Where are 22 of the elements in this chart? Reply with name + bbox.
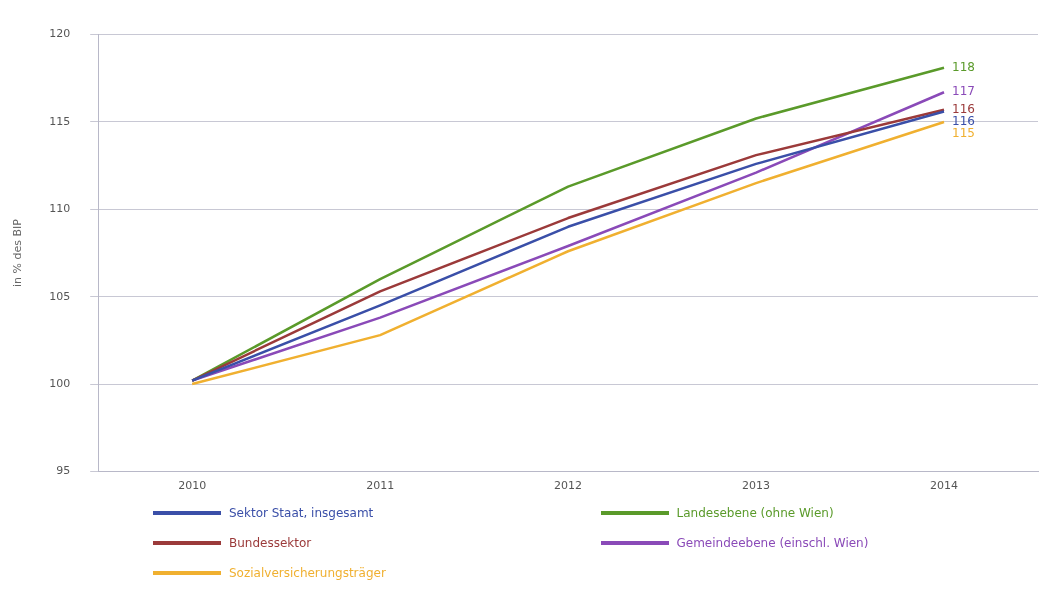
data-label: 116	[952, 101, 975, 116]
x-tick-label: 2010	[178, 478, 207, 492]
text: Landesebene (ohne Wien)	[676, 506, 834, 520]
text: Bundessektor	[229, 536, 312, 550]
y-tick-label: 95	[56, 464, 71, 478]
x-tick-label: 2012	[554, 478, 583, 492]
y-tick-label: 105	[49, 289, 71, 303]
x-tick-label: 2014	[930, 478, 959, 492]
data-label: 118	[952, 59, 975, 74]
x-tick-label: 2013	[742, 478, 771, 492]
text: Sektor Staat, insgesamt	[229, 506, 374, 520]
y-tick-label: 115	[49, 114, 71, 128]
y-tick-label: 100	[49, 376, 71, 390]
data-label: 117	[952, 84, 975, 99]
text: Sozialversicherungsträger	[229, 566, 386, 580]
data-label: 115	[952, 125, 975, 140]
y-tick-label: 110	[49, 202, 71, 216]
x-tick-label: 2011	[366, 478, 395, 492]
y-tick-label: 120	[49, 27, 71, 41]
y-axis-title: in % des BIP	[11, 218, 25, 287]
text: Gemeindeebene (einschl. Wien)	[676, 536, 869, 550]
data-label: 116	[952, 113, 975, 128]
